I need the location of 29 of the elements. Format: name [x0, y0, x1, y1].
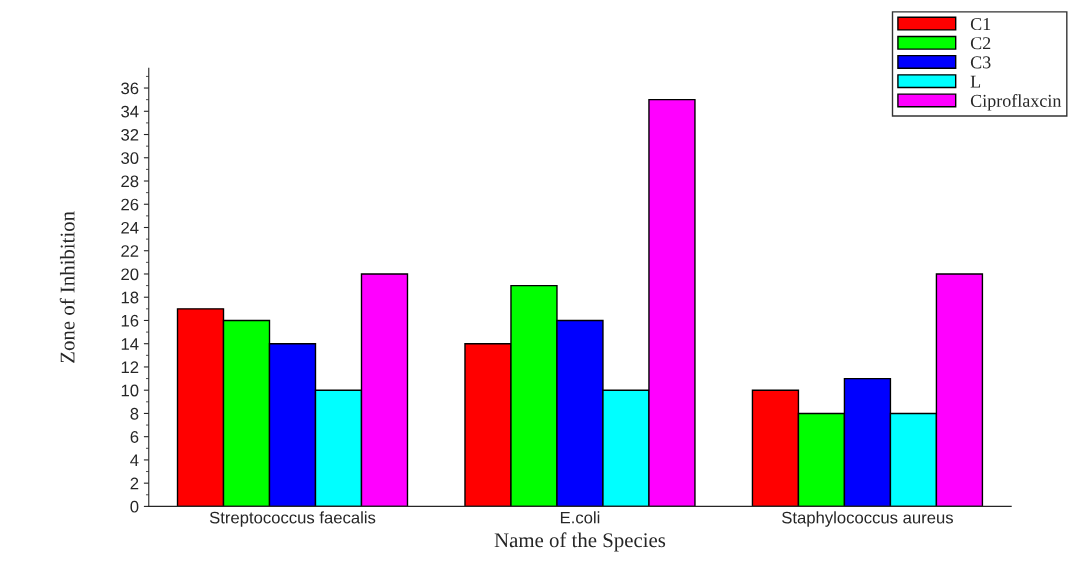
y-tick-label: 18 — [121, 291, 139, 304]
y-tick-label: 22 — [121, 245, 139, 257]
y-tick-label: 26 — [121, 198, 139, 211]
y-tick-label: 10 — [121, 384, 139, 397]
y-axis-title: Zone of Inhibition — [59, 211, 75, 363]
y-tick-label: 24 — [121, 221, 139, 234]
y-tick-label: 2 — [130, 477, 139, 490]
y-tick-label: 14 — [121, 338, 139, 350]
legend-label: C1 — [970, 17, 991, 31]
y-tick-label: 32 — [121, 128, 139, 141]
y-tick-label: 16 — [121, 314, 139, 327]
y-tick-label: 4 — [130, 454, 139, 466]
legend-label: Ciproflaxcin — [970, 94, 1062, 111]
y-tick-label: 20 — [121, 268, 139, 281]
y-tick-label: 28 — [121, 175, 139, 188]
x-axis-title: Name of the Species — [494, 532, 666, 552]
x-tick-label: Streptococcus faecalis — [209, 511, 376, 527]
y-tick-label: 30 — [121, 152, 139, 164]
legend-label: C3 — [970, 56, 991, 69]
y-tick-label: 34 — [121, 105, 139, 118]
y-tick-label: 8 — [130, 407, 139, 420]
x-tick-label: E.coli — [560, 511, 600, 524]
y-tick-label: 6 — [130, 431, 139, 443]
legend-label: C2 — [970, 37, 991, 50]
legend-label: L — [970, 75, 981, 88]
y-tick-label: 36 — [121, 82, 139, 95]
y-tick-label: 12 — [121, 361, 139, 373]
x-tick-label: Staphylococcus aureus — [782, 511, 953, 527]
y-tick-label: 0 — [130, 500, 139, 513]
